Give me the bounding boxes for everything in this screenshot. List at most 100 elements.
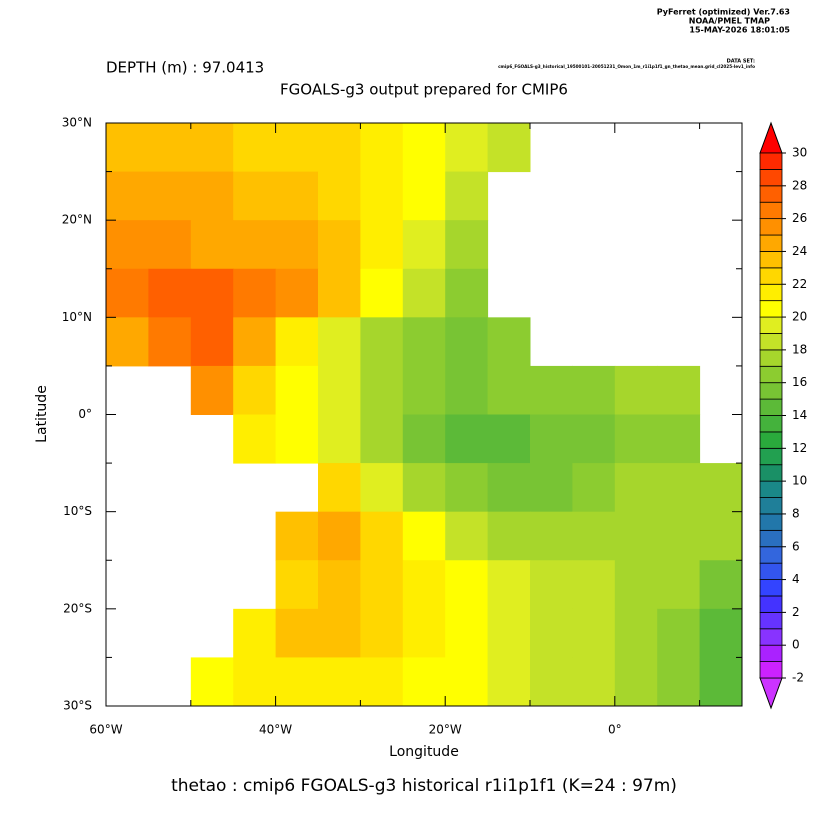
colorbar-band	[759, 185, 783, 203]
credit: NOAA/PMEL TMAP	[689, 17, 770, 26]
colorbar-tick-label: 8	[792, 506, 800, 520]
cell	[402, 268, 446, 318]
cell	[106, 123, 149, 173]
colorbar-tick-label: 28	[792, 178, 807, 192]
colorbar-tick-label: 26	[792, 211, 807, 225]
cell	[360, 511, 404, 561]
cell	[360, 414, 404, 464]
cell	[106, 268, 149, 318]
colorbar-band	[759, 333, 783, 351]
cell	[318, 220, 361, 270]
cell	[402, 414, 446, 464]
colorbar-band	[759, 464, 783, 482]
colorbar-tick-label: 2	[792, 605, 800, 619]
cell	[572, 365, 616, 415]
cell	[572, 657, 616, 707]
cell	[360, 463, 404, 513]
cell	[360, 608, 404, 658]
cell	[699, 511, 743, 561]
cell	[233, 123, 277, 173]
cell	[106, 171, 149, 221]
cell	[318, 268, 361, 318]
x-axis-label: Longitude	[389, 744, 459, 760]
cell	[530, 463, 573, 513]
dataset: cmip6_FGOALS-g3_historical_19500101-2005…	[498, 64, 755, 69]
colorbar-tick-label: 22	[792, 277, 807, 291]
colorbar-band	[759, 218, 783, 236]
cell	[275, 365, 319, 415]
y-axis-label: Latitude	[34, 385, 50, 443]
colorbar-band	[759, 365, 783, 384]
cell	[106, 317, 149, 367]
y-tick-label: 0°	[78, 407, 92, 421]
cell	[530, 657, 573, 707]
cell	[360, 268, 404, 318]
cell	[233, 171, 277, 221]
cell	[402, 463, 446, 513]
colorbar-tick-label: 10	[792, 474, 807, 488]
cell	[445, 463, 489, 513]
cell	[699, 463, 743, 513]
credit: 15-MAY-2026 18:01:05	[689, 26, 790, 35]
y-tick-label: 20°S	[63, 601, 92, 615]
cell	[360, 220, 404, 270]
cell	[530, 608, 573, 658]
cell	[275, 414, 319, 464]
cell	[318, 171, 361, 221]
colorbar-band	[759, 201, 783, 220]
colorbar-band	[759, 513, 783, 531]
cell	[614, 511, 658, 561]
colorbar-tick-label: 14	[792, 408, 807, 422]
cell	[487, 317, 531, 367]
cell	[275, 560, 319, 610]
colorbar-band	[759, 611, 783, 630]
cell	[275, 268, 319, 318]
cell	[360, 560, 404, 610]
cell	[572, 608, 616, 658]
cell	[614, 657, 658, 707]
cell	[106, 220, 149, 270]
cell	[487, 560, 531, 610]
x-tick-label: 40°W	[259, 723, 292, 737]
cell	[233, 317, 277, 367]
subtitle: DEPTH (m) : 97.0413	[106, 59, 264, 77]
colorbar-band	[759, 398, 783, 416]
cell	[275, 317, 319, 367]
cell	[402, 123, 446, 173]
cell	[445, 511, 489, 561]
cell	[487, 123, 531, 173]
cell	[190, 268, 234, 318]
colorbar-tick-label: 12	[792, 441, 807, 455]
colorbar-band	[759, 415, 783, 433]
cell	[402, 220, 446, 270]
cell	[275, 511, 319, 561]
cell	[487, 511, 531, 561]
cell	[572, 511, 616, 561]
colorbar-band	[759, 562, 783, 580]
y-tick-label: 30°N	[62, 116, 92, 130]
colorbar-band	[759, 251, 783, 269]
cell	[572, 414, 616, 464]
cell	[614, 365, 658, 415]
cell	[148, 123, 192, 173]
colorbar-band	[759, 579, 783, 597]
cell	[402, 171, 446, 221]
y-tick-label: 30°S	[63, 699, 92, 713]
colorbar-band	[759, 316, 783, 334]
colorbar-band	[759, 447, 783, 466]
cell	[233, 608, 277, 658]
cell	[572, 560, 616, 610]
colorbar-tick-label: 18	[792, 342, 807, 356]
cell	[360, 365, 404, 415]
y-tick-label: 10°S	[63, 504, 92, 518]
cell	[402, 608, 446, 658]
colorbar-tick-label: 24	[792, 244, 807, 258]
cell	[699, 608, 743, 658]
cell	[657, 560, 701, 610]
cell	[233, 268, 277, 318]
cell	[614, 414, 658, 464]
cell	[572, 463, 616, 513]
cell	[275, 123, 319, 173]
cell	[530, 560, 573, 610]
